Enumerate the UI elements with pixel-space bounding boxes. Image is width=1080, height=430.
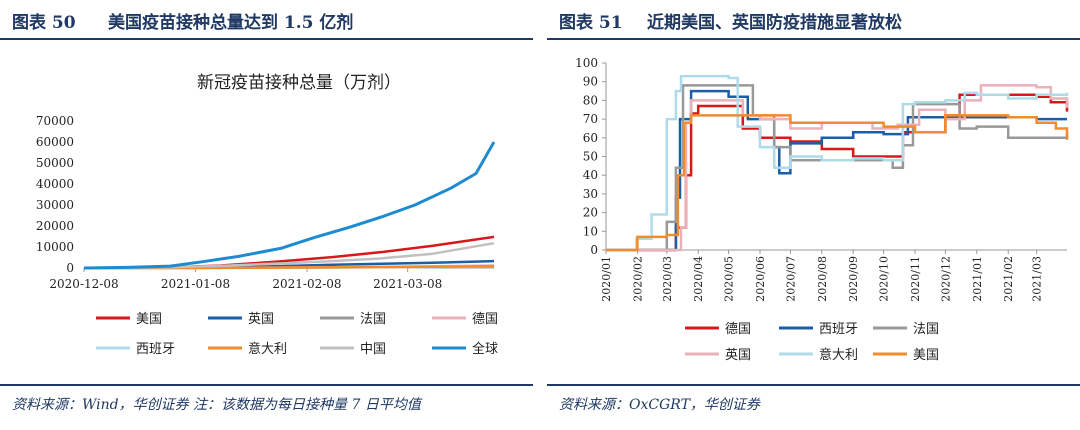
y-tick-label: 60: [583, 131, 598, 145]
x-tick-label: 2020/02: [631, 256, 644, 302]
x-tick-label: 2020/09: [847, 256, 860, 302]
y-tick-label: 10: [583, 224, 598, 238]
vaccine-legend-label: 美国: [136, 312, 162, 327]
y-tick-label: 40000: [36, 177, 74, 191]
y-tick-label: 0: [66, 261, 74, 275]
chart-title: 新冠疫苗接种总量（万剂）: [197, 73, 401, 93]
left-source-note: 资料来源：Wind，华创证券 注：该数据为每日接种量 7 日平均值: [12, 397, 421, 413]
right-figure-number: 图表 51: [559, 13, 623, 33]
stringency-legend-label: 意大利: [819, 347, 858, 363]
series-line: [83, 141, 496, 270]
stringency-legend-label: 法国: [913, 322, 939, 337]
right-source-note: 资料来源：OxCGRT，华创证券: [559, 397, 760, 413]
y-tick-label: 90: [583, 75, 598, 89]
y-tick-label: 40: [583, 168, 598, 182]
stringency-legend-label: 西班牙: [819, 322, 858, 337]
vaccine-legend-label: 德国: [472, 312, 498, 327]
y-tick-label: 20: [583, 206, 598, 220]
x-tick-label: 2021-02-08: [272, 277, 341, 291]
x-tick-label: 2020-12-08: [49, 277, 118, 291]
x-tick-label: 2021/03: [1031, 256, 1044, 302]
x-tick-label: 2020/12: [939, 256, 952, 302]
right-panel: 图表 51 近期美国、英国防疫措施显著放松 0 10 20 30 40 50 60 70 80 9…: [547, 0, 1080, 428]
vaccine-legend-label: 法国: [360, 312, 386, 327]
vaccine-legend-label: 西班牙: [136, 342, 175, 357]
y-tick-label: 0: [590, 243, 598, 257]
right-figure-footer: 资料来源：OxCGRT，华创证券: [547, 384, 1080, 430]
stringency-legend-label: 德国: [725, 322, 751, 337]
y-tick-label: 50000: [36, 156, 74, 170]
x-tick-label: 2020/03: [661, 256, 674, 302]
stringency-chart: 0 10 20 30 40 50 60 70 80 90 100 2020/01 2020/02 2020…: [575, 56, 1069, 363]
y-tick-label: 30000: [36, 198, 74, 212]
x-tick-label: 2021-03-08: [373, 277, 442, 291]
y-tick-label: 50: [583, 150, 598, 164]
right-figure-title: 近期美国、英国防疫措施显著放松: [647, 13, 902, 33]
y-tick-label: 60000: [36, 135, 74, 149]
left-figure-header: 图表 50 美国疫苗接种总量达到 1.5 亿剂: [0, 0, 533, 40]
y-tick-label: 10000: [36, 240, 74, 254]
stringency-legend-label: 英国: [725, 348, 751, 363]
left-panel: 图表 50 美国疫苗接种总量达到 1.5 亿剂 新冠疫苗接种总量（万剂） 0 100…: [0, 0, 533, 428]
y-tick-label: 80: [583, 93, 598, 107]
series-line: [83, 264, 495, 270]
stringency-legend-label: 美国: [913, 348, 939, 363]
x-tick-label: 2020/06: [754, 256, 767, 302]
vaccine-legend-label: 意大利: [248, 341, 287, 357]
y-tick-label: 70: [583, 112, 598, 126]
series-line: [606, 74, 1069, 252]
x-tick-label: 2020/04: [692, 256, 705, 302]
x-tick-label: 2021/01: [971, 256, 984, 302]
x-tick-label: 2020/10: [878, 256, 891, 302]
x-tick-label: 2021/02: [1002, 256, 1015, 302]
x-tick-label: 2020/01: [600, 256, 613, 302]
vaccine-chart: 新冠疫苗接种总量（万剂） 0 10000 20000 30000 40000 50000 60…: [36, 73, 498, 357]
x-tick-label: 2020/08: [816, 256, 829, 302]
y-tick-label: 100: [575, 56, 598, 70]
left-figure-number: 图表 50: [12, 13, 76, 33]
x-tick-label: 2020/07: [784, 256, 797, 302]
x-tick-label: 2021-01-08: [161, 277, 230, 291]
vaccine-legend-label: 英国: [248, 312, 274, 327]
vaccine-legend-label: 全球: [472, 341, 498, 357]
y-tick-label: 70000: [36, 114, 74, 128]
y-tick-label: 30: [583, 187, 598, 201]
left-figure-footer: 资料来源：Wind，华创证券 注：该数据为每日接种量 7 日平均值: [0, 384, 533, 430]
right-figure-header: 图表 51 近期美国、英国防疫措施显著放松: [547, 0, 1080, 40]
y-tick-label: 20000: [36, 219, 74, 233]
x-tick-label: 2020/11: [909, 256, 922, 302]
x-tick-label: 2020/05: [723, 256, 736, 302]
left-figure-title: 美国疫苗接种总量达到 1.5 亿剂: [108, 13, 354, 33]
series-line: [606, 114, 1069, 252]
vaccine-legend-label: 中国: [360, 342, 386, 357]
